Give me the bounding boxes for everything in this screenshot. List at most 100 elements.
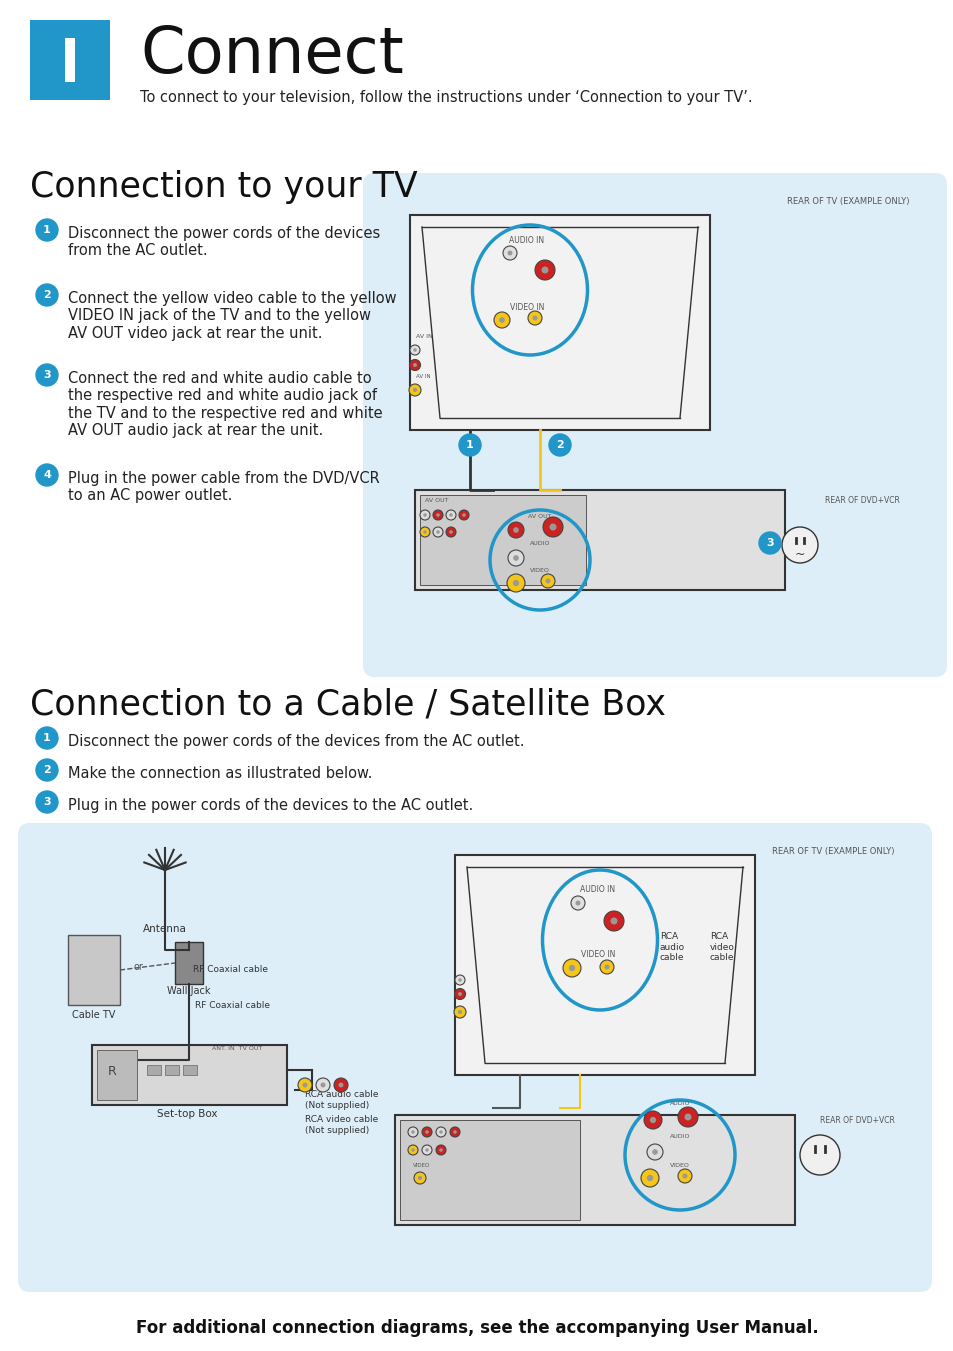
- Text: Set-top Box: Set-top Box: [156, 1109, 217, 1119]
- Circle shape: [436, 1127, 446, 1138]
- FancyBboxPatch shape: [30, 20, 110, 100]
- Circle shape: [338, 1082, 343, 1088]
- Text: (Not supplied): (Not supplied): [305, 1101, 369, 1111]
- Circle shape: [411, 1148, 415, 1152]
- Text: REAR OF DVD+VCR: REAR OF DVD+VCR: [820, 1116, 894, 1125]
- Circle shape: [417, 1175, 421, 1181]
- Circle shape: [678, 1106, 698, 1127]
- Circle shape: [513, 555, 518, 561]
- Text: 1: 1: [43, 226, 51, 235]
- FancyBboxPatch shape: [363, 173, 946, 677]
- Circle shape: [433, 527, 442, 536]
- Circle shape: [568, 965, 575, 971]
- Circle shape: [315, 1078, 330, 1092]
- Circle shape: [502, 246, 517, 259]
- Circle shape: [610, 917, 617, 924]
- Circle shape: [410, 345, 419, 355]
- Text: 2: 2: [556, 440, 563, 450]
- Circle shape: [781, 527, 817, 563]
- Text: 4: 4: [43, 470, 51, 480]
- Text: VIDEO IN: VIDEO IN: [509, 303, 543, 312]
- Circle shape: [449, 513, 453, 516]
- Text: 3: 3: [43, 370, 51, 380]
- Circle shape: [36, 219, 58, 240]
- Bar: [395, 1115, 794, 1225]
- Text: VIDEO: VIDEO: [669, 1163, 689, 1169]
- Text: Disconnect the power cords of the devices from the AC outlet.: Disconnect the power cords of the device…: [68, 734, 524, 748]
- Circle shape: [545, 578, 550, 584]
- Text: For additional connection diagrams, see the accompanying User Manual.: For additional connection diagrams, see …: [135, 1319, 818, 1337]
- Circle shape: [506, 574, 524, 592]
- Text: (Not supplied): (Not supplied): [305, 1125, 369, 1135]
- Circle shape: [409, 359, 420, 370]
- Circle shape: [413, 349, 416, 351]
- Circle shape: [302, 1082, 307, 1088]
- Circle shape: [413, 388, 416, 392]
- Circle shape: [678, 1169, 691, 1183]
- Circle shape: [36, 759, 58, 781]
- Text: AV IN: AV IN: [416, 334, 433, 339]
- Circle shape: [408, 1146, 417, 1155]
- Text: AV IN: AV IN: [416, 374, 430, 380]
- Circle shape: [532, 316, 537, 320]
- Text: 3: 3: [43, 797, 51, 807]
- Text: VIDEO IN: VIDEO IN: [580, 950, 615, 959]
- Bar: [68, 935, 120, 1005]
- Circle shape: [604, 965, 609, 970]
- Bar: [415, 490, 784, 590]
- Circle shape: [297, 1078, 312, 1092]
- Text: VIDEO: VIDEO: [530, 567, 549, 573]
- Bar: [419, 494, 586, 585]
- Text: RCA video cable: RCA video cable: [305, 1115, 377, 1124]
- Circle shape: [457, 992, 461, 996]
- Circle shape: [411, 1131, 415, 1133]
- Circle shape: [513, 580, 518, 586]
- Circle shape: [458, 434, 480, 457]
- Text: Connect the red and white audio cable to
the respective red and white audio jack: Connect the red and white audio cable to…: [68, 372, 382, 438]
- Circle shape: [457, 978, 461, 982]
- Text: RCA audio cable: RCA audio cable: [305, 1090, 378, 1098]
- Text: 3: 3: [765, 538, 773, 549]
- Circle shape: [449, 530, 453, 534]
- Circle shape: [535, 259, 555, 280]
- Bar: [399, 1120, 579, 1220]
- Circle shape: [425, 1148, 428, 1152]
- Text: Wall Jack: Wall Jack: [167, 986, 211, 996]
- Circle shape: [408, 1127, 417, 1138]
- Circle shape: [643, 1111, 661, 1129]
- Circle shape: [527, 311, 541, 326]
- Text: Connection to your TV: Connection to your TV: [30, 170, 417, 204]
- Circle shape: [421, 1146, 432, 1155]
- Bar: [65, 38, 75, 82]
- Circle shape: [462, 513, 465, 516]
- Circle shape: [513, 527, 518, 532]
- Text: ANT. IN  TV OUT: ANT. IN TV OUT: [212, 1046, 262, 1051]
- Circle shape: [542, 517, 562, 536]
- Circle shape: [457, 1011, 461, 1015]
- Circle shape: [423, 530, 426, 534]
- Text: AUDIO IN: AUDIO IN: [579, 885, 615, 894]
- Text: Connection to a Cable / Satellite Box: Connection to a Cable / Satellite Box: [30, 688, 665, 721]
- Text: 1: 1: [466, 440, 474, 450]
- Text: AUDIO: AUDIO: [529, 540, 550, 546]
- Text: RCA
audio
cable: RCA audio cable: [659, 932, 684, 962]
- Circle shape: [599, 961, 614, 974]
- Text: To connect to your television, follow the instructions under ‘Connection to your: To connect to your television, follow th…: [140, 91, 752, 105]
- Text: 2: 2: [43, 290, 51, 300]
- Circle shape: [575, 901, 579, 905]
- Text: ~: ~: [794, 549, 804, 561]
- Circle shape: [446, 509, 456, 520]
- Bar: [455, 855, 754, 1075]
- Circle shape: [800, 1135, 840, 1175]
- Circle shape: [438, 1148, 442, 1152]
- Circle shape: [36, 363, 58, 386]
- Text: 1: 1: [43, 734, 51, 743]
- Circle shape: [423, 513, 426, 516]
- Bar: [91, 1046, 287, 1105]
- Circle shape: [334, 1078, 348, 1092]
- Circle shape: [454, 989, 465, 1000]
- Circle shape: [36, 284, 58, 305]
- Circle shape: [436, 513, 439, 516]
- Text: RCA
video
cable: RCA video cable: [709, 932, 734, 962]
- Text: AUDIO: AUDIO: [669, 1133, 690, 1139]
